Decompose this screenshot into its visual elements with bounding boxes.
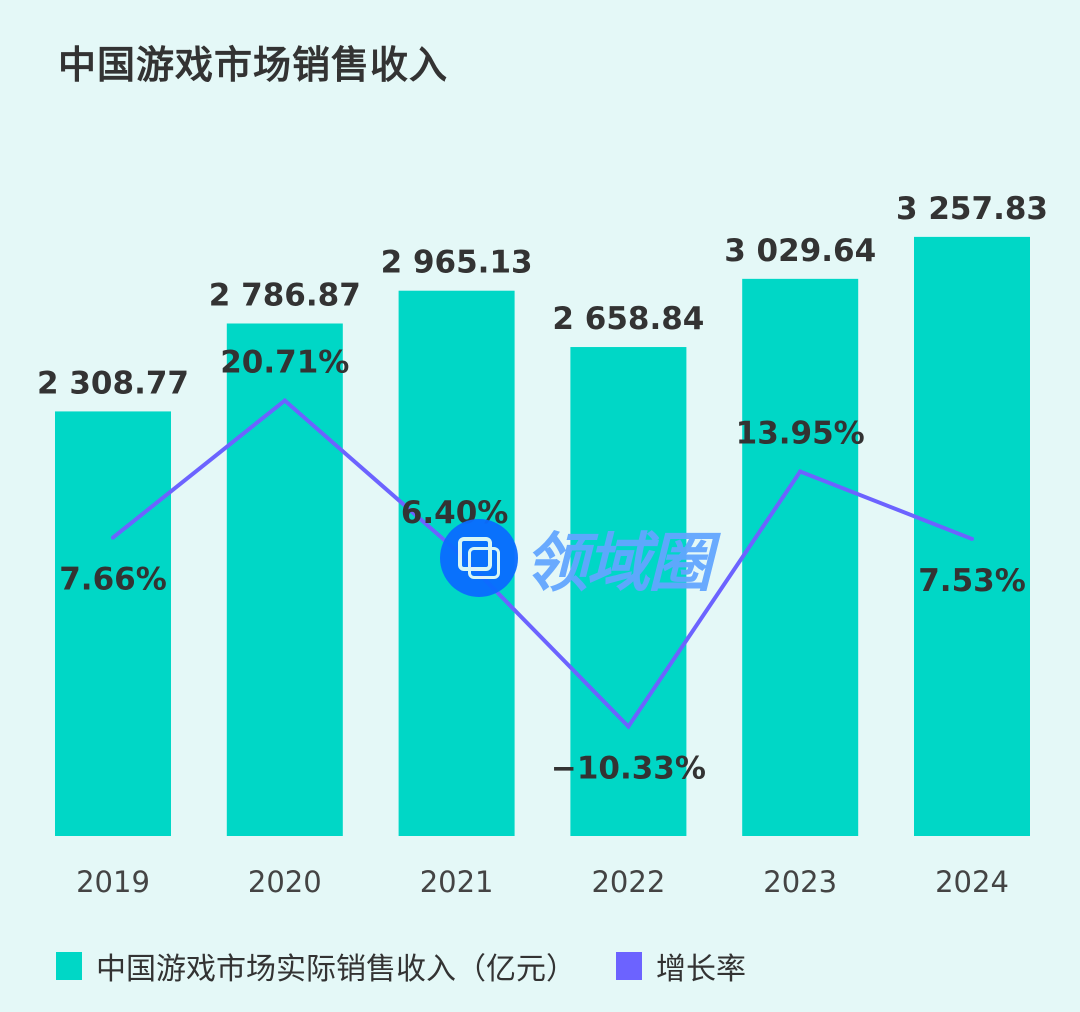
growth-label-2019: 7.66% <box>59 562 167 598</box>
x-tick-label-2023: 2023 <box>763 865 837 899</box>
growth-point-2024 <box>970 536 974 541</box>
bar-2019 <box>55 411 171 836</box>
growth-point-2023 <box>798 469 803 474</box>
growth-label-2022: −10.33% <box>551 750 706 786</box>
growth-label-2024: 7.53% <box>918 563 1026 599</box>
x-tick-label-2022: 2022 <box>591 865 665 899</box>
growth-point-2022 <box>626 724 631 729</box>
bar-value-label-2021: 2 965.13 <box>381 245 533 281</box>
growth-label-2020: 20.71% <box>220 345 349 381</box>
growth-label-2023: 13.95% <box>736 416 865 452</box>
bar-2023 <box>742 278 859 836</box>
x-tick-label-2019: 2019 <box>76 865 150 899</box>
bar-2022 <box>570 347 687 836</box>
growth-line <box>111 397 973 730</box>
legend-label-revenue: 中国游戏市场实际销售收入（亿元） <box>96 952 576 987</box>
legend-swatch-revenue <box>56 952 82 980</box>
legend-label-growth: 增长率 <box>656 952 746 987</box>
watermark-logo: 领域圈 <box>440 512 712 604</box>
bar-value-label-2019: 2 308.77 <box>37 365 189 401</box>
chart-plot: 2 308.77 2019 2 786.87 2020 2 965.13 2021 2 65… <box>37 191 1048 899</box>
legend: 中国游戏市场实际销售收入（亿元） 增长率 <box>56 944 786 988</box>
x-tick-label-2020: 2020 <box>248 865 322 899</box>
bar-value-label-2024: 3 257.83 <box>896 191 1048 227</box>
legend-swatch-growth <box>616 952 642 980</box>
x-tick-label-2024: 2024 <box>935 865 1009 899</box>
watermark-icon <box>440 519 518 597</box>
bar-value-label-2023: 3 029.64 <box>724 233 876 269</box>
bar-value-label-2022: 2 658.84 <box>552 301 704 337</box>
bar-2024 <box>914 236 1030 836</box>
bar-value-label-2020: 2 786.87 <box>209 277 361 313</box>
watermark-text: 领域圈 <box>524 527 712 601</box>
growth-point-2020 <box>282 398 287 403</box>
bar-2020 <box>226 323 343 836</box>
chart-title: 中国游戏市场销售收入 <box>58 43 449 87</box>
x-tick-label-2021: 2021 <box>420 865 494 899</box>
growth-point-2019 <box>111 535 115 540</box>
